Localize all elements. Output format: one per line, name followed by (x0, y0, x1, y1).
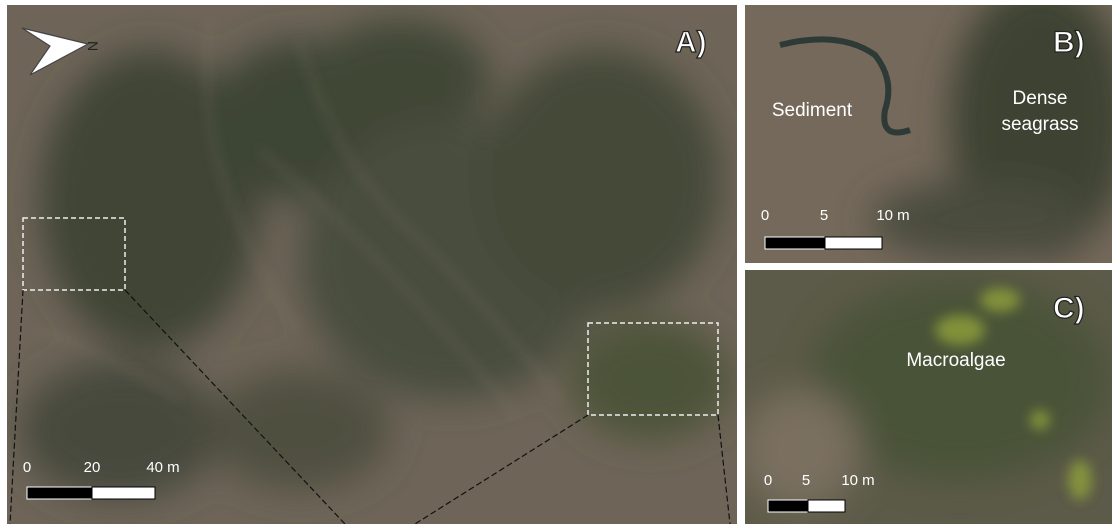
scale-bar (825, 237, 882, 249)
scale-label: 0 (23, 459, 31, 476)
scale-bar (808, 500, 845, 512)
scale-bar (92, 487, 155, 499)
scale-label: 0 (761, 207, 769, 224)
annotation: Macroalgae (906, 350, 1005, 371)
scale-bar (27, 487, 92, 499)
panel-c-image: C) Macroalgae 0 5 10 m (740, 270, 1112, 524)
scale-bar (765, 237, 825, 249)
annotation: seagrass (1001, 114, 1078, 135)
scale-label: 10 m (841, 472, 874, 489)
north-label: N (85, 41, 101, 51)
panel-label: A) (675, 26, 707, 59)
scale-bar (768, 500, 808, 512)
scale-label: 5 (820, 207, 828, 224)
annotation: Dense (1013, 88, 1068, 109)
panel-label: B) (1053, 26, 1085, 59)
scale-label: 5 (802, 472, 810, 489)
figure: N A) 0 20 40 m B) Sediment Dense seagras… (0, 0, 1117, 524)
scale-label: 40 m (146, 459, 179, 476)
annotation: Sediment (772, 100, 853, 121)
scale-label: 0 (764, 472, 772, 489)
scale-label: 20 (84, 459, 101, 476)
panel-b-image: B) Sediment Dense seagrass 0 5 10 m (745, 0, 1117, 263)
panel-label: C) (1053, 292, 1085, 325)
panel-a-image: N A) 0 20 40 m (7, 5, 737, 524)
page: N A) 0 20 40 m B) Sediment Dense seagras… (0, 0, 1117, 524)
scale-label: 10 m (876, 207, 909, 224)
